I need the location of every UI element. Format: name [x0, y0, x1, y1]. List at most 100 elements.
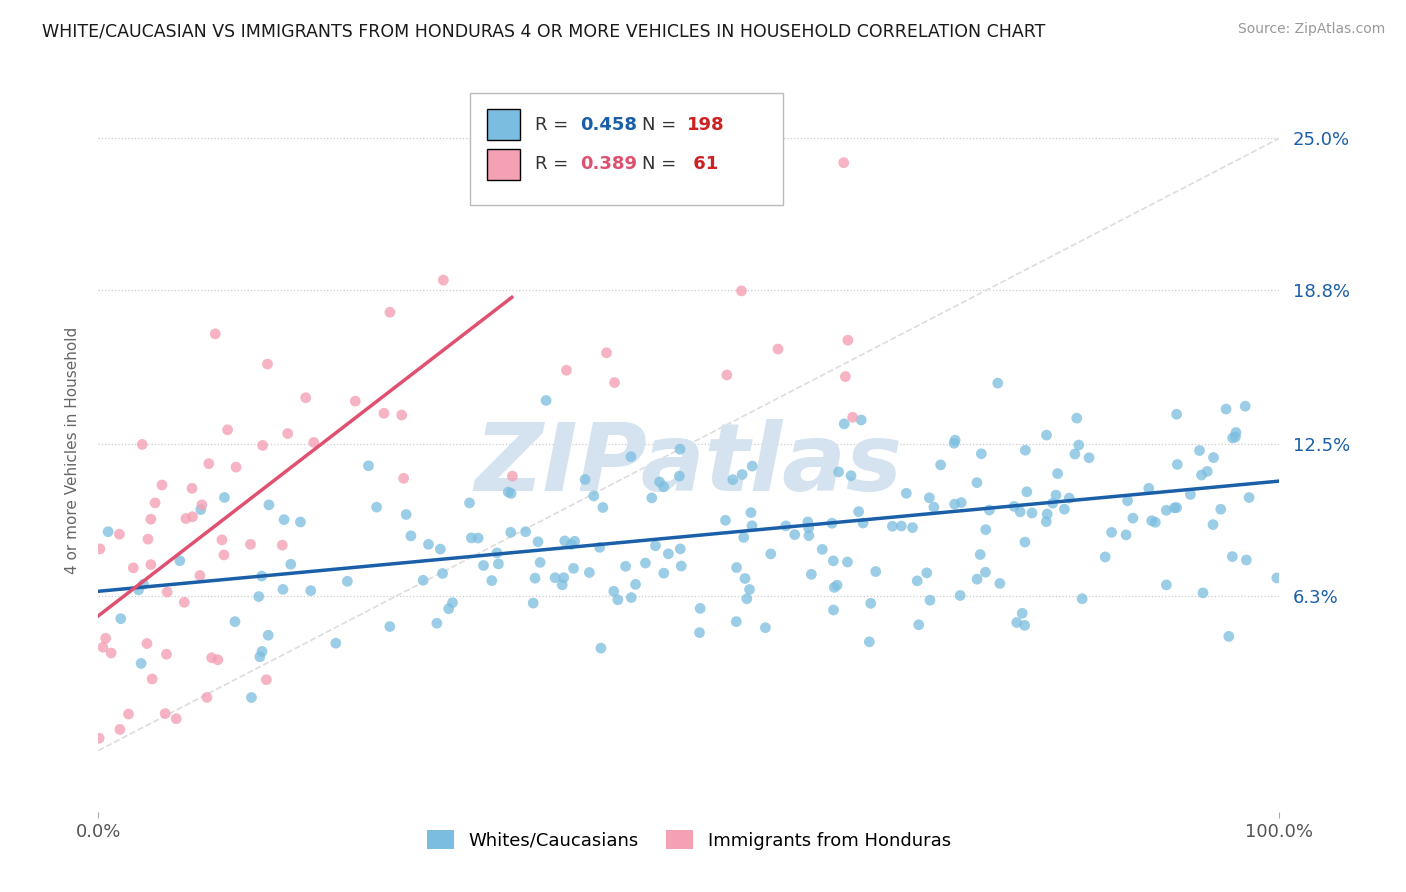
Point: [1137, 481, 1160, 495]
Point: [648, 475, 671, 489]
Text: 198: 198: [686, 116, 724, 134]
Point: [974, 523, 997, 537]
Point: [668, 469, 690, 483]
Point: [129, 657, 152, 671]
Point: [499, 486, 522, 500]
Point: [865, 565, 887, 579]
Point: [181, 509, 204, 524]
Point: [1192, 586, 1215, 600]
Point: [136, 636, 159, 650]
Point: [395, 508, 418, 522]
Point: [201, 650, 224, 665]
Point: [165, 712, 187, 726]
Point: [280, 558, 302, 572]
Point: [271, 538, 294, 552]
Point: [562, 561, 585, 575]
Point: [922, 500, 945, 515]
Point: [614, 559, 637, 574]
Point: [890, 519, 912, 533]
Point: [122, 561, 145, 575]
Point: [603, 584, 626, 599]
Point: [534, 393, 557, 408]
Point: [943, 433, 966, 447]
Point: [551, 578, 574, 592]
Point: [110, 612, 132, 626]
Text: N =: N =: [641, 116, 682, 134]
Point: [418, 537, 440, 551]
Point: [89, 541, 111, 556]
Point: [257, 628, 280, 642]
Point: [671, 559, 693, 574]
FancyBboxPatch shape: [486, 110, 520, 140]
Point: [1215, 402, 1237, 417]
Point: [108, 723, 131, 737]
Point: [136, 532, 159, 546]
Point: [91, 640, 114, 655]
Text: R =: R =: [536, 116, 575, 134]
Point: [620, 450, 643, 464]
Point: [378, 305, 401, 319]
Point: [754, 621, 776, 635]
Point: [741, 518, 763, 533]
Point: [527, 534, 550, 549]
Point: [837, 555, 859, 569]
Point: [775, 519, 797, 533]
Point: [1035, 515, 1057, 529]
FancyBboxPatch shape: [486, 149, 520, 179]
Point: [918, 593, 941, 607]
Point: [437, 601, 460, 615]
Point: [1059, 491, 1081, 505]
Point: [882, 519, 904, 533]
Point: [966, 475, 988, 490]
Point: [1220, 549, 1243, 564]
Point: [522, 596, 544, 610]
Point: [1021, 506, 1043, 520]
Point: [94, 632, 117, 646]
Point: [277, 426, 299, 441]
Point: [139, 558, 162, 572]
Point: [918, 491, 941, 505]
Point: [1156, 503, 1178, 517]
Point: [595, 346, 617, 360]
Point: [207, 653, 229, 667]
Point: [117, 706, 139, 721]
Point: [302, 435, 325, 450]
Point: [734, 571, 756, 585]
Point: [1042, 496, 1064, 510]
Point: [173, 595, 195, 609]
Point: [1234, 399, 1257, 413]
Point: [1140, 514, 1163, 528]
Point: [1010, 505, 1032, 519]
Point: [515, 524, 537, 539]
Point: [156, 585, 179, 599]
Point: [212, 548, 235, 562]
Point: [399, 529, 422, 543]
Point: [1066, 411, 1088, 425]
Point: [256, 357, 278, 371]
Text: WHITE/CAUCASIAN VS IMMIGRANTS FROM HONDURAS 4 OR MORE VEHICLES IN HOUSEHOLD CORR: WHITE/CAUCASIAN VS IMMIGRANTS FROM HONDU…: [42, 22, 1046, 40]
Point: [688, 625, 710, 640]
Point: [1237, 491, 1260, 505]
Point: [834, 369, 856, 384]
Text: ZIPatlas: ZIPatlas: [475, 419, 903, 511]
Point: [738, 582, 761, 597]
Point: [250, 569, 273, 583]
Point: [592, 500, 614, 515]
Point: [498, 485, 520, 500]
Point: [429, 542, 451, 557]
Point: [153, 706, 176, 721]
Point: [1046, 467, 1069, 481]
Point: [195, 690, 218, 705]
Point: [797, 515, 820, 529]
Point: [714, 513, 737, 527]
Point: [620, 591, 643, 605]
Point: [131, 437, 153, 451]
Point: [841, 410, 863, 425]
Text: 61: 61: [686, 155, 718, 173]
Point: [907, 617, 929, 632]
Text: 0.389: 0.389: [581, 155, 637, 173]
Point: [716, 368, 738, 382]
Point: [554, 533, 576, 548]
Point: [574, 473, 596, 487]
Point: [606, 592, 628, 607]
